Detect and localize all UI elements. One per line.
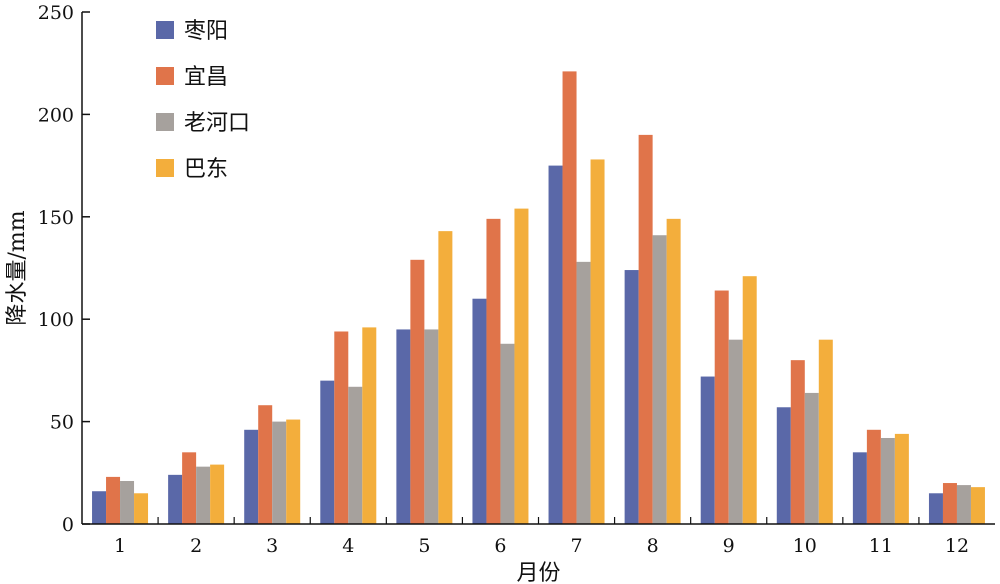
bar	[666, 218, 681, 524]
bar	[106, 476, 121, 524]
bar	[258, 405, 273, 524]
bar	[92, 491, 107, 524]
y-tick-label: 200	[38, 104, 74, 126]
bar	[244, 429, 259, 524]
bar	[438, 231, 453, 525]
bar	[286, 419, 301, 524]
y-axis-title: 降水量/mm	[5, 210, 30, 325]
x-axis-ticks: 1 2 3 4 5 6 7 8 9 10 11 12	[114, 517, 969, 557]
bar	[700, 376, 715, 524]
bar	[714, 290, 729, 524]
bar	[362, 327, 377, 524]
y-tick-label: 0	[62, 514, 74, 536]
x-tick-label: 2	[190, 535, 202, 557]
bar	[590, 159, 605, 524]
bar	[652, 235, 667, 524]
x-tick-label: 11	[869, 535, 893, 557]
bar	[348, 386, 363, 524]
bar	[624, 270, 639, 524]
bar	[424, 329, 439, 524]
legend-swatch	[156, 159, 174, 177]
bar	[942, 483, 957, 524]
bar	[514, 208, 529, 524]
bar	[120, 480, 135, 524]
bar	[168, 474, 183, 524]
x-tick-label: 12	[945, 535, 969, 557]
bars-layer	[92, 71, 985, 525]
x-tick-label: 5	[418, 535, 430, 557]
bar	[970, 487, 985, 524]
legend-label: 老河口	[184, 111, 250, 136]
legend-label: 宜昌	[184, 65, 228, 90]
legend-swatch	[156, 21, 174, 39]
x-tick-label: 6	[494, 535, 506, 557]
bar	[728, 339, 743, 524]
bar	[210, 464, 225, 524]
bar	[880, 437, 895, 524]
bar	[320, 380, 335, 524]
bar	[134, 493, 149, 524]
bar	[776, 407, 791, 524]
bar	[638, 134, 653, 524]
bar	[334, 331, 349, 524]
bar	[500, 343, 515, 524]
bar	[742, 276, 757, 524]
bar	[182, 452, 197, 524]
bar	[486, 218, 501, 524]
bar	[894, 433, 909, 524]
y-tick-label: 250	[38, 2, 74, 24]
bar	[818, 339, 833, 524]
bar	[576, 261, 591, 524]
bar	[852, 452, 867, 524]
bar	[396, 329, 411, 524]
x-tick-label: 3	[266, 535, 278, 557]
x-tick-label: 9	[723, 535, 735, 557]
y-tick-label: 50	[50, 412, 74, 434]
legend-label: 枣阳	[184, 19, 228, 44]
x-axis-title: 月份	[516, 561, 560, 584]
y-axis-ticks: 0 50 100 150 200 250	[38, 2, 90, 536]
y-tick-label: 100	[38, 309, 74, 331]
x-tick-label: 7	[570, 535, 582, 557]
bar	[548, 165, 563, 524]
bar	[472, 298, 487, 524]
y-tick-label: 150	[38, 207, 74, 229]
bar	[928, 493, 943, 524]
x-tick-label: 4	[342, 535, 354, 557]
bar	[956, 485, 971, 524]
x-tick-label: 10	[793, 535, 817, 557]
x-tick-label: 8	[647, 535, 659, 557]
legend-label: 巴东	[184, 157, 228, 182]
bar	[562, 71, 577, 524]
legend-swatch	[156, 113, 174, 131]
bar	[196, 466, 211, 524]
legend-swatch	[156, 67, 174, 85]
bar	[866, 429, 881, 524]
bar	[804, 392, 819, 524]
bar	[790, 360, 805, 524]
x-tick-label: 1	[114, 535, 126, 557]
bar	[410, 259, 425, 524]
bar	[272, 421, 287, 524]
